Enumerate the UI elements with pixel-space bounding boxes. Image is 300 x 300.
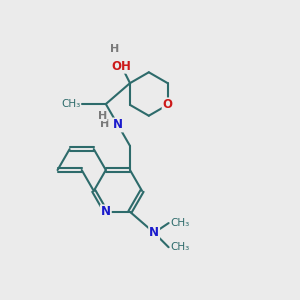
Text: CH₃: CH₃ bbox=[170, 218, 189, 228]
Text: N: N bbox=[101, 205, 111, 218]
Text: O: O bbox=[163, 98, 172, 111]
Text: H: H bbox=[98, 110, 107, 121]
Text: N: N bbox=[149, 226, 159, 239]
Text: H: H bbox=[100, 119, 110, 129]
Text: H: H bbox=[110, 44, 120, 54]
Text: CH₃: CH₃ bbox=[61, 99, 80, 109]
Text: OH: OH bbox=[112, 60, 131, 73]
Text: N: N bbox=[113, 118, 123, 131]
Text: CH₃: CH₃ bbox=[170, 242, 189, 252]
